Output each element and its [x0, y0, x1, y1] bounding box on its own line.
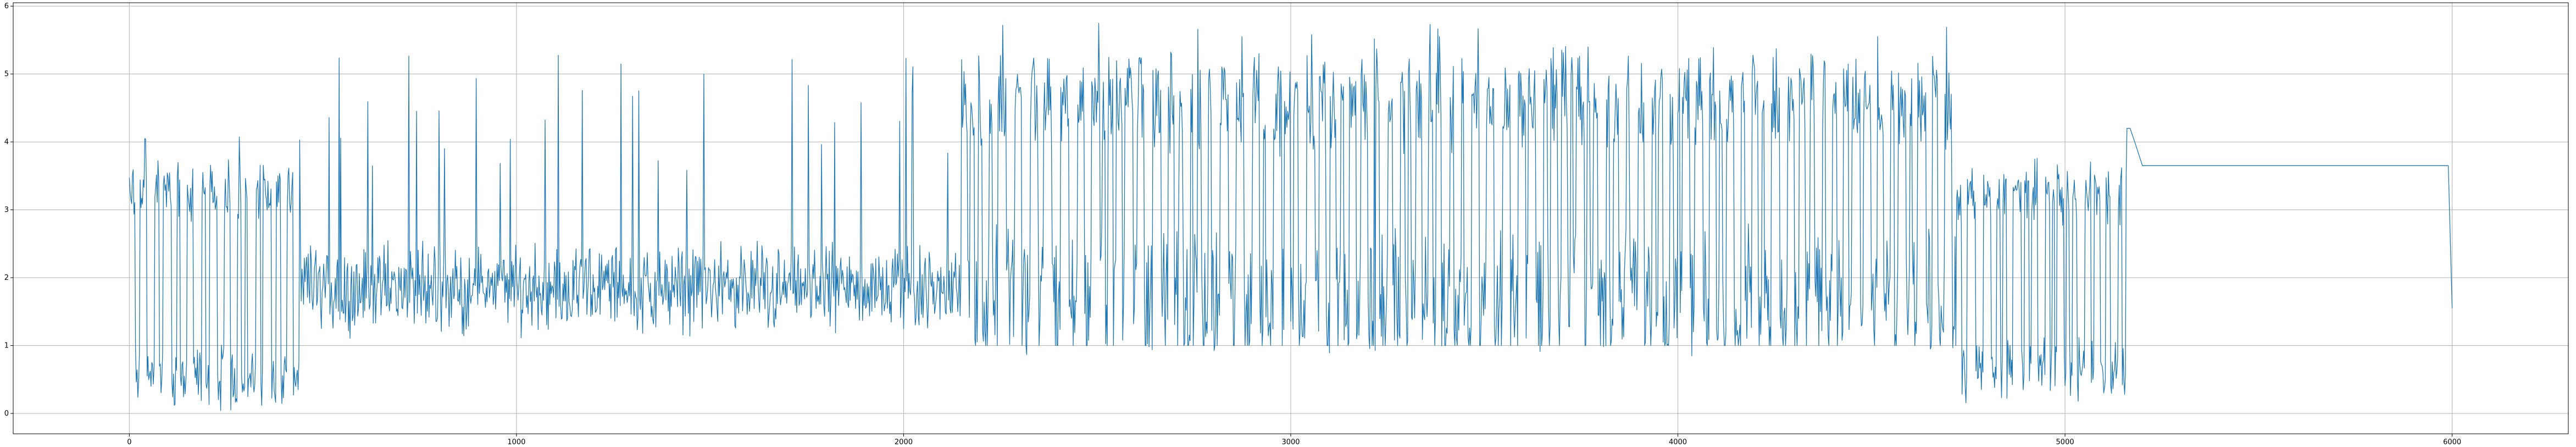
x-tick-label: 2000 [895, 438, 913, 446]
y-tick-label: 5 [4, 70, 9, 79]
axis-ticks: 0 1000 2000 3000 4000 5000 6000 0 1 2 3 4 5 6 [4, 2, 2461, 446]
series-line [129, 23, 2453, 411]
y-tick-label: 1 [4, 341, 9, 350]
y-tick-label: 2 [4, 274, 9, 282]
x-tick-label: 3000 [1281, 438, 1300, 446]
x-tick-label: 5000 [2056, 438, 2074, 446]
x-tick-label: 4000 [1669, 438, 1687, 446]
x-tick-label: 6000 [2443, 438, 2461, 446]
x-tick-label: 1000 [507, 438, 525, 446]
y-tick-label: 4 [4, 138, 9, 146]
y-tick-label: 3 [4, 206, 9, 214]
series-line-group [129, 23, 2453, 411]
y-tick-label: 6 [4, 2, 9, 10]
x-tick-label: 0 [127, 438, 131, 446]
y-tick-label: 0 [4, 410, 9, 418]
